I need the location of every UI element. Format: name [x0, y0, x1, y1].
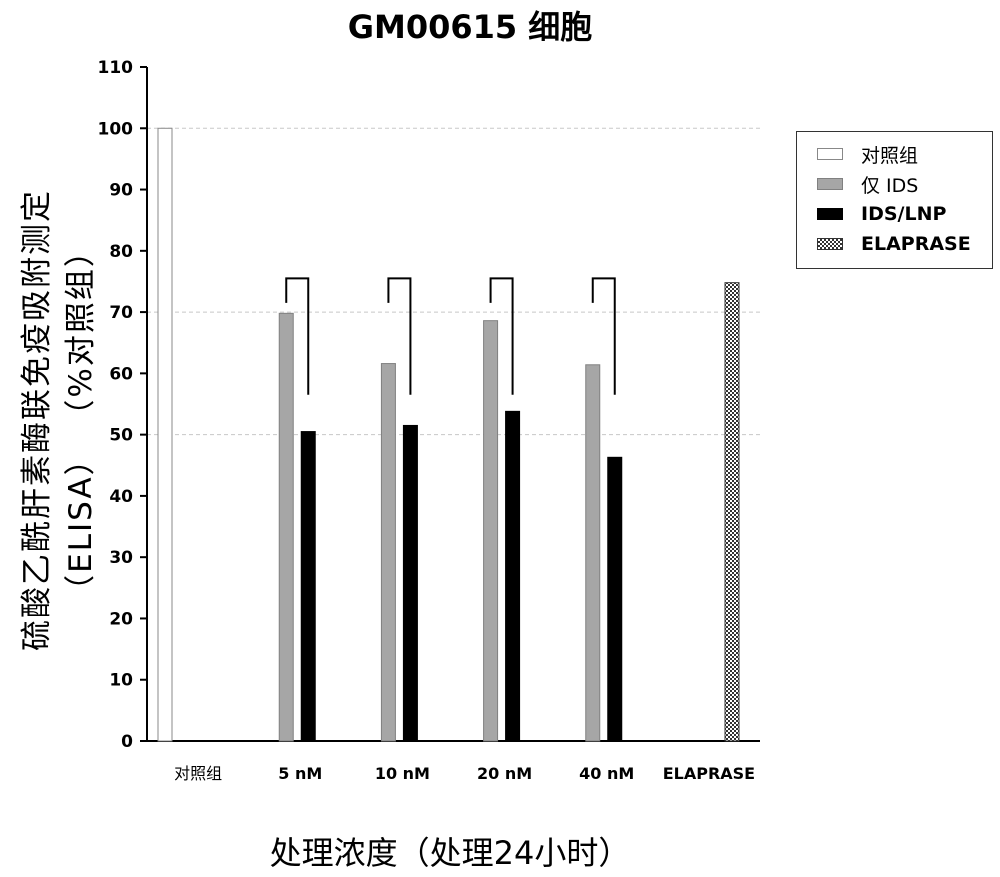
- x-tick-label: 40 nM: [579, 764, 634, 783]
- legend-swatch-elaprase: [817, 238, 843, 250]
- bar: [725, 283, 739, 741]
- y-tick-label: 80: [109, 242, 133, 262]
- y-axis-label-line2: （ELISA） （%对照组）: [59, 70, 103, 770]
- y-axis-label: 硫酸乙酰肝素酶联免疫吸附测定 （ELISA） （%对照组）: [15, 70, 105, 770]
- legend-swatch-ids-lnp: [817, 208, 843, 220]
- legend-item-elaprase: ELAPRASE: [817, 232, 971, 256]
- bar: [301, 432, 315, 741]
- legend-label-elaprase: ELAPRASE: [861, 233, 971, 255]
- y-tick-label: 70: [109, 303, 133, 323]
- bar: [158, 128, 172, 741]
- legend-item-control: 对照组: [817, 142, 918, 166]
- x-tick-label: 5 nM: [278, 764, 322, 783]
- legend-label-ids-only: 仅 IDS: [861, 171, 918, 198]
- y-tick-label: 50: [109, 426, 133, 446]
- y-tick-label: 30: [109, 548, 133, 568]
- bar: [484, 321, 498, 741]
- bar: [279, 313, 293, 741]
- bar: [403, 425, 417, 741]
- bar: [381, 364, 395, 741]
- y-tick-label: 60: [109, 364, 133, 384]
- x-tick-label: ELAPRASE: [663, 764, 755, 783]
- x-tick-label: 10 nM: [375, 764, 430, 783]
- legend-item-ids-lnp: IDS/LNP: [817, 202, 946, 226]
- y-tick-label: 20: [109, 609, 133, 629]
- y-tick-label: 90: [109, 181, 133, 201]
- legend: 对照组 仅 IDS IDS/LNP ELAPRASE: [796, 131, 993, 269]
- x-tick-label: 20 nM: [477, 764, 532, 783]
- y-tick-label: 40: [109, 487, 133, 507]
- y-tick-label: 0: [121, 732, 133, 752]
- legend-label-ids-lnp: IDS/LNP: [861, 203, 946, 225]
- bar: [586, 365, 600, 741]
- legend-label-control: 对照组: [861, 141, 918, 168]
- y-tick-label: 10: [109, 671, 133, 691]
- legend-swatch-ids-only: [817, 178, 843, 190]
- bar: [608, 457, 622, 741]
- x-axis-label: 处理浓度（处理24小时）: [150, 828, 750, 874]
- legend-item-ids-only: 仅 IDS: [817, 172, 918, 196]
- y-axis-label-line1: 硫酸乙酰肝素酶联免疫吸附测定: [15, 70, 59, 770]
- x-tick-label: 对照组: [174, 764, 222, 783]
- bar: [506, 411, 520, 741]
- legend-swatch-control: [817, 148, 843, 160]
